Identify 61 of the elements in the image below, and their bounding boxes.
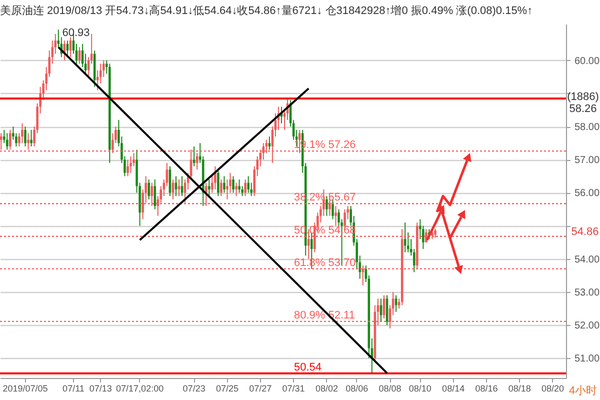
candlestick [208,178,210,197]
candlestick [235,182,238,197]
y-tick-label: 53.00 [574,287,600,298]
x-tick-label: 08/02 [315,384,338,394]
ref-line-label: 50.54 [294,361,322,374]
candlestick [178,178,180,197]
x-tick-label: 07/23 [182,384,206,394]
candlestick [21,122,24,144]
y-tick-label: 52.00 [574,320,600,332]
y-tick-label: 57.00 [574,155,600,166]
candlestick [238,178,240,194]
y-tick-label: 56.00 [574,188,600,200]
x-tick-label: 08/08 [378,384,402,394]
x-tick-label: 08/06 [346,384,368,394]
candlestick [6,132,8,150]
candlestick [27,132,30,150]
text: (1886) [567,91,599,103]
x-tick-label: 08/18 [508,384,531,394]
candlestick [148,178,150,200]
candlestick [217,169,220,197]
candlestick [326,196,328,216]
x-tick-label: 08/20 [542,384,564,394]
candlestick [154,178,156,210]
candlestick [268,136,271,150]
candlestick [24,126,26,147]
x-tick-label: 2019/07/05 [2,384,48,394]
candlestick [204,182,208,206]
x-tick-label: 08/14 [442,384,465,394]
x-tick-label: 08/10 [408,384,432,394]
candlestick [244,178,246,197]
candlestick [130,156,132,174]
x-tick-label: 07/11 [62,384,84,394]
candlestick [150,182,154,206]
text: 54.86 [571,226,599,238]
x-tick-label: 07/17,02:00 [116,384,164,394]
candlestick [362,265,364,286]
candlestick [9,129,12,150]
chart-title: 美原油连 2019/08/13 开54.73↓高54.91↓低54.64↓收54.86↑量6721↓ 仓31842928↑增0 振0.49% 涨(0.08)0.15%↑ [0,4,533,17]
text: 4小时 [568,384,598,397]
y-tick-label: 60.00 [574,56,600,67]
ref-line-label: 80.9% 52.11 [294,309,355,322]
candlestick [214,166,216,190]
candlestick [223,176,226,194]
candlestick [247,176,250,194]
x-tick-label: 07/13 [89,384,112,394]
text: 58.26 [569,103,597,115]
x-tick-label: 07/25 [216,384,238,394]
x-tick-label: 08/16 [475,384,498,394]
x-tick-label: 07/31 [282,384,305,394]
y-tick-label: 58.00 [574,122,600,134]
candlestick [334,205,337,226]
candlestick [192,146,196,167]
x-tick-label: 07/27 [249,384,272,394]
candlestick [30,129,32,147]
candlestick [220,178,222,197]
candlestick [232,176,234,194]
candlestick [0,132,2,150]
candlestick [126,159,129,177]
annotation: 60.93 [62,27,90,39]
y-tick-label: 51.00 [574,354,600,365]
y-tick-label: 54.00 [574,254,600,266]
